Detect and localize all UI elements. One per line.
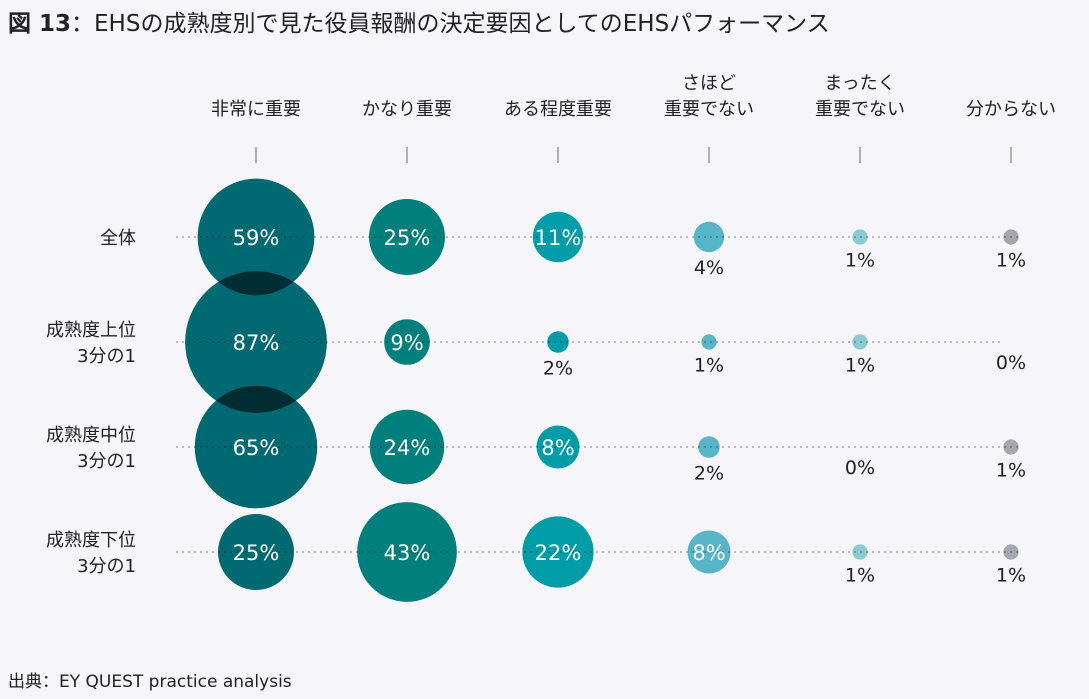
data-label: 9%: [390, 331, 423, 355]
bubble: [687, 530, 731, 574]
row-label: 成熟度上位: [46, 320, 136, 341]
data-label: 1%: [845, 250, 875, 272]
data-label: 24%: [384, 436, 431, 460]
bubble: [852, 544, 868, 560]
bubble: [698, 436, 720, 458]
bubble: [369, 409, 445, 485]
column-header: 分からない: [966, 99, 1056, 120]
data-label: 1%: [845, 565, 875, 587]
data-label: 25%: [233, 541, 280, 565]
row-label: 全体: [100, 228, 136, 249]
bubble: [384, 319, 430, 365]
bubble: [197, 178, 315, 296]
data-label: 4%: [694, 257, 724, 279]
row-label: 3分の1: [77, 451, 136, 472]
data-label: 22%: [535, 541, 582, 565]
data-label: 0%: [996, 352, 1026, 374]
row-label: 成熟度下位: [46, 530, 136, 551]
bubble: [1003, 229, 1019, 245]
bubble: [547, 331, 569, 353]
bubble: [194, 385, 318, 509]
bubble: [693, 221, 725, 253]
bubble: [532, 211, 584, 263]
bubble: [369, 199, 445, 275]
data-label: 59%: [233, 226, 280, 250]
data-label: 1%: [694, 355, 724, 377]
source-note: 出典：EY QUEST practice analysis: [8, 672, 292, 692]
column-header: 重要でない: [815, 99, 905, 120]
figure-number: 図 13: [8, 11, 72, 37]
row-label: 3分の1: [77, 556, 136, 577]
data-label: 1%: [996, 565, 1026, 587]
data-label: 1%: [845, 355, 875, 377]
bubble: [1003, 544, 1019, 560]
title-text: ：EHSの成熟度別で見た役員報酬の決定要因としてのEHSパフォーマンス: [71, 11, 830, 37]
column-header: かなり重要: [362, 99, 452, 120]
data-label: 87%: [233, 331, 280, 355]
bubble: [357, 502, 457, 602]
data-label: 8%: [692, 541, 725, 565]
data-label: 1%: [996, 460, 1026, 482]
column-header: 重要でない: [664, 99, 754, 120]
bubble: [701, 334, 717, 350]
data-label: 43%: [384, 541, 431, 565]
data-label: 2%: [543, 358, 573, 380]
data-label: 11%: [535, 226, 582, 250]
bubble: [852, 334, 868, 350]
chart-title: 図 13：EHSの成熟度別で見た役員報酬の決定要因としてのEHSパフォーマンス: [8, 4, 830, 38]
data-label: 25%: [384, 226, 431, 250]
column-header: まったく: [824, 73, 895, 94]
column-header: さほど: [682, 73, 736, 94]
data-label: 65%: [233, 436, 280, 460]
data-label: 0%: [845, 457, 875, 479]
bubble: [1003, 439, 1019, 455]
bubble: [218, 514, 294, 590]
bubble: [185, 271, 327, 413]
bubble: [522, 516, 594, 588]
data-label: 1%: [996, 250, 1026, 272]
data-label: 8%: [541, 436, 574, 460]
column-header: 非常に重要: [211, 99, 301, 120]
bubble: [852, 229, 868, 245]
row-label: 3分の1: [77, 346, 136, 367]
column-header: ある程度重要: [504, 99, 612, 120]
row-label: 成熟度中位: [46, 425, 136, 446]
data-label: 2%: [694, 463, 724, 485]
bubble: [536, 425, 580, 469]
